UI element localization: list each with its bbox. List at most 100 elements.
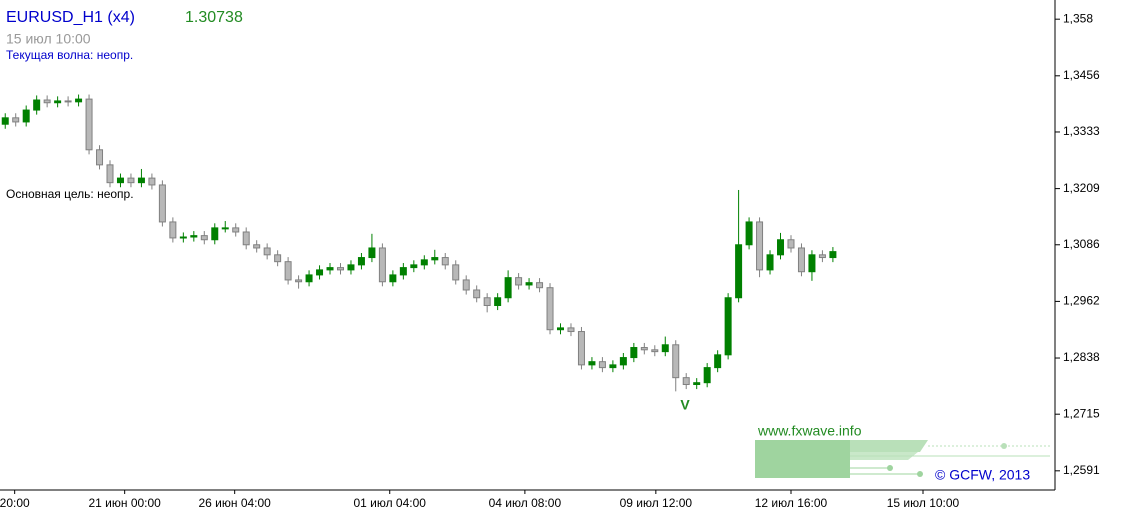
y-tick-label: 1,3456 [1063, 68, 1100, 82]
candle-body [33, 99, 41, 111]
y-tick-label: 1,3333 [1063, 124, 1100, 138]
candle-body [389, 274, 397, 283]
copyright: © GCFW, 2013 [935, 467, 1030, 483]
candle-body [609, 364, 617, 369]
candle-body [410, 264, 418, 269]
logo-dot [887, 465, 893, 471]
candle-body [640, 347, 648, 351]
candle-body [473, 289, 481, 299]
candle-body [787, 239, 795, 249]
candle-body [127, 177, 135, 184]
candle-body [452, 264, 460, 281]
candle-body [818, 254, 826, 259]
last-price: 1.30738 [185, 9, 243, 26]
candle-body [378, 247, 386, 283]
candle-body [43, 99, 51, 104]
y-tick-label: 1,3209 [1063, 181, 1100, 195]
candle-body [326, 267, 334, 271]
candle-body [284, 261, 292, 281]
candle-body [756, 221, 764, 271]
candle-body [557, 327, 565, 331]
candle-body [64, 100, 72, 103]
candle-body [253, 244, 261, 249]
candle-body [494, 297, 502, 307]
candle-body [577, 331, 585, 366]
x-tick-label: 20:00 [0, 496, 30, 510]
candle-body [546, 287, 554, 331]
candle-body [295, 279, 303, 283]
y-tick-label: 1,358 [1063, 11, 1093, 25]
candle-body [598, 361, 606, 369]
logo-block [850, 440, 928, 452]
y-tick-label: 1,2838 [1063, 350, 1100, 364]
y-tick-label: 1,3086 [1063, 237, 1100, 251]
candle-body [263, 247, 271, 256]
candle-body [672, 344, 680, 379]
candle-body [148, 177, 156, 186]
x-tick-label: 12 июл 16:00 [755, 496, 828, 510]
candle-body [221, 227, 229, 230]
candle-body [347, 264, 355, 271]
candle-body [504, 277, 512, 299]
candle-body [232, 227, 240, 233]
candle-body [305, 274, 313, 283]
logo-dot [1001, 443, 1007, 449]
candle-body [515, 277, 523, 286]
candle-body [274, 254, 282, 263]
y-tick-label: 1,2715 [1063, 406, 1100, 420]
candle-body [106, 164, 114, 184]
candle-body [567, 327, 575, 333]
candle-body [336, 267, 344, 271]
candle-body [536, 282, 544, 289]
candle-body [420, 259, 428, 266]
candle-body [735, 244, 743, 299]
x-tick-label: 04 июл 08:00 [489, 496, 562, 510]
candle-body [169, 221, 177, 239]
candle-body [829, 251, 837, 259]
candle-body [200, 235, 208, 241]
candle-body [525, 282, 533, 286]
wave-label: Текущая волна: неопр. [6, 48, 133, 62]
y-tick-label: 1,2591 [1063, 463, 1100, 477]
title: EURUSD_H1 (x4) [6, 9, 135, 26]
annotation: V [680, 397, 690, 413]
candle-body [368, 247, 376, 259]
candle-body [399, 267, 407, 276]
candle-body [158, 184, 166, 223]
logo [755, 440, 1050, 478]
candle-body [714, 354, 722, 369]
site: www.fxwave.info [757, 423, 862, 439]
candle-body [116, 177, 124, 184]
candle-body [630, 347, 638, 359]
candle-body [797, 247, 805, 273]
candle-body [441, 257, 449, 266]
candle-body [588, 361, 596, 366]
candle-body [693, 382, 701, 386]
candle-body [75, 98, 83, 103]
x-tick-label: 15 июл 10:00 [887, 496, 960, 510]
candle-body [211, 227, 219, 241]
logo-dot [917, 471, 923, 477]
target-label: Основная цель: неопр. [6, 187, 134, 201]
candle-body [137, 177, 145, 184]
candle-body [661, 344, 669, 353]
candle-body [682, 377, 690, 386]
x-tick-label: 21 июн 00:00 [88, 496, 161, 510]
candle-body [179, 236, 187, 239]
candle-body [316, 269, 324, 276]
candle-body [54, 100, 62, 104]
candle-body [651, 349, 659, 353]
y-tick-label: 1,2962 [1063, 294, 1100, 308]
candle-body [777, 239, 785, 256]
candle-body [96, 149, 104, 166]
candle-body [1, 117, 9, 125]
candle-body [724, 297, 732, 356]
candle-body [483, 297, 491, 307]
x-tick-label: 26 июн 04:00 [198, 496, 271, 510]
candle-body [745, 221, 753, 246]
candle-body [431, 257, 439, 261]
date-label: 15 июл 10:00 [6, 31, 91, 47]
candle-body [12, 117, 20, 123]
candle-body [190, 235, 198, 238]
